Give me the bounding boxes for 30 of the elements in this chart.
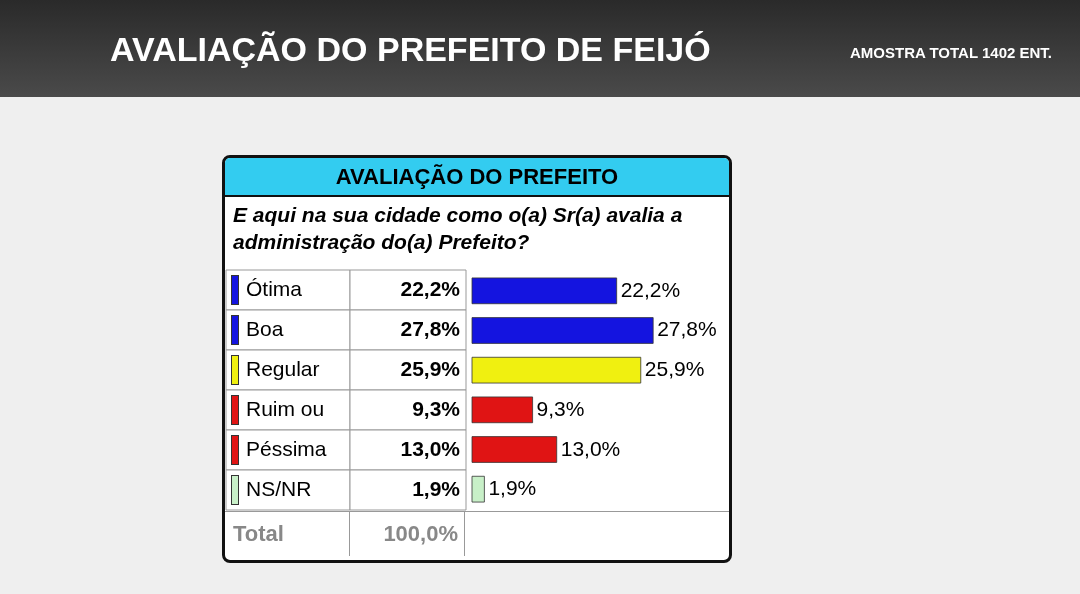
bar	[471, 436, 558, 463]
text: 25,9%	[644, 357, 705, 381]
text: AMOSTRA TOTAL 1402 ENT.	[850, 44, 1052, 61]
bar	[471, 396, 533, 424]
bar	[471, 356, 642, 384]
y-tick-label: Ruim ou	[246, 397, 325, 420]
y-tick-label: Regular	[246, 357, 320, 380]
text: E aqui na sua cidade como o(a) Sr(a) avalia a administração do(a) Prefeito?	[232, 202, 684, 255]
text: 22,2%	[620, 277, 681, 301]
data-label: 9,3%	[412, 397, 461, 420]
text: 13,0%	[560, 436, 621, 460]
y-tick-label: Boa	[246, 317, 284, 340]
text: 100,0%	[350, 512, 465, 556]
text: Total	[225, 512, 350, 556]
text: 27,8%	[657, 317, 717, 341]
data-label: 27,8%	[400, 317, 461, 340]
data-label: 22,2%	[400, 277, 461, 300]
bar	[471, 277, 618, 305]
bar	[471, 475, 485, 503]
text: 1,9%	[488, 476, 537, 500]
data-label: 25,9%	[400, 357, 461, 380]
chart-title: AVALIAÇÃO DO PREFEITO DE FEIJÓ	[110, 30, 711, 69]
y-tick-label: Péssima	[246, 437, 327, 460]
text: 9,3%	[536, 396, 585, 420]
data-label: 1,9%	[412, 477, 461, 500]
data-label: 13,0%	[400, 437, 461, 460]
y-tick-label: Ótima	[246, 277, 303, 300]
chart-subtitle: AVALIAÇÃO DO PREFEITO	[225, 158, 729, 197]
y-tick-label: NS/NR	[246, 477, 312, 500]
bar	[471, 317, 654, 344]
